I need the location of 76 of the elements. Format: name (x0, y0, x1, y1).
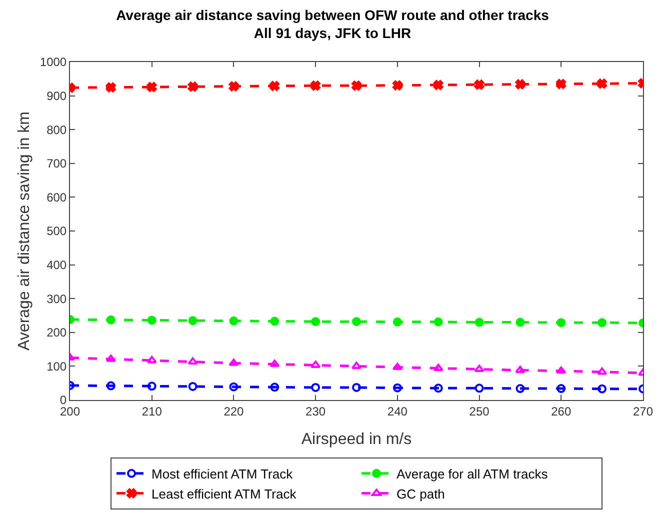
x-tick-label: 230 (306, 404, 326, 418)
x-tick-label: 210 (142, 404, 162, 418)
point (516, 318, 525, 327)
point (392, 80, 402, 90)
point (598, 318, 607, 328)
point (188, 316, 198, 326)
y-tick-label: 700 (46, 156, 67, 171)
point (515, 79, 526, 90)
chart-title: Average air distance saving between OFW route and other tracks (116, 6, 550, 23)
legend-label: Most efficient ATM Track (152, 466, 294, 482)
x-tick-label: 260 (551, 404, 572, 418)
y-tick-label: 300 (46, 292, 67, 306)
y-tick-label: 1000 (40, 55, 67, 70)
point (270, 360, 280, 367)
point (556, 318, 566, 328)
y-tick-label: 200 (46, 326, 67, 340)
point (392, 317, 402, 326)
point (229, 382, 238, 392)
point (310, 360, 321, 368)
y-tick-label: 600 (46, 190, 67, 204)
point (434, 384, 443, 393)
point (106, 381, 116, 390)
point (556, 79, 566, 89)
point (311, 317, 320, 326)
point (106, 82, 116, 92)
point (188, 82, 198, 92)
point (352, 317, 361, 326)
y-tick-label: 400 (46, 258, 67, 272)
y-tick-label: 900 (46, 89, 67, 103)
x-tick-label: 270 (632, 404, 654, 418)
point (556, 384, 566, 394)
point (228, 358, 239, 366)
point (598, 384, 607, 394)
point (474, 80, 484, 90)
x-tick-label: 240 (387, 404, 408, 418)
point (188, 382, 198, 391)
point (474, 384, 484, 393)
point (352, 80, 362, 91)
point (229, 316, 238, 326)
point (392, 383, 402, 392)
x-tick-label: 250 (469, 404, 490, 418)
point (597, 78, 608, 89)
legend-label: GC path (396, 486, 445, 502)
point (556, 366, 566, 374)
point (270, 81, 280, 91)
point (433, 364, 444, 371)
point (433, 80, 444, 90)
point (434, 317, 443, 326)
point (106, 354, 116, 362)
point (352, 382, 361, 392)
point (474, 364, 484, 372)
y-tick-label: 800 (46, 122, 67, 137)
point (146, 82, 157, 92)
point (147, 382, 156, 391)
point (311, 382, 320, 392)
point (474, 318, 484, 327)
x-tick-label: 220 (224, 404, 244, 418)
point (270, 382, 280, 392)
point (310, 80, 321, 91)
legend-label: Average for all ATM tracks (396, 466, 548, 482)
point (188, 357, 198, 365)
x-axis-title: Airspeed in m/s (301, 431, 412, 448)
point (270, 316, 280, 326)
point (597, 367, 608, 375)
y-tick-label: 100 (46, 359, 67, 374)
y-axis-title: Average air distance saving in km (16, 112, 33, 350)
point (228, 81, 239, 92)
legend-label: Least efficient ATM Track (152, 486, 297, 502)
point (516, 384, 525, 394)
point (515, 366, 526, 374)
point (146, 356, 157, 364)
chart-subtitle: All 91 days, JFK to LHR (254, 25, 412, 42)
y-tick-label: 500 (46, 224, 67, 238)
point (106, 315, 116, 324)
point (147, 316, 156, 325)
point (392, 362, 402, 370)
